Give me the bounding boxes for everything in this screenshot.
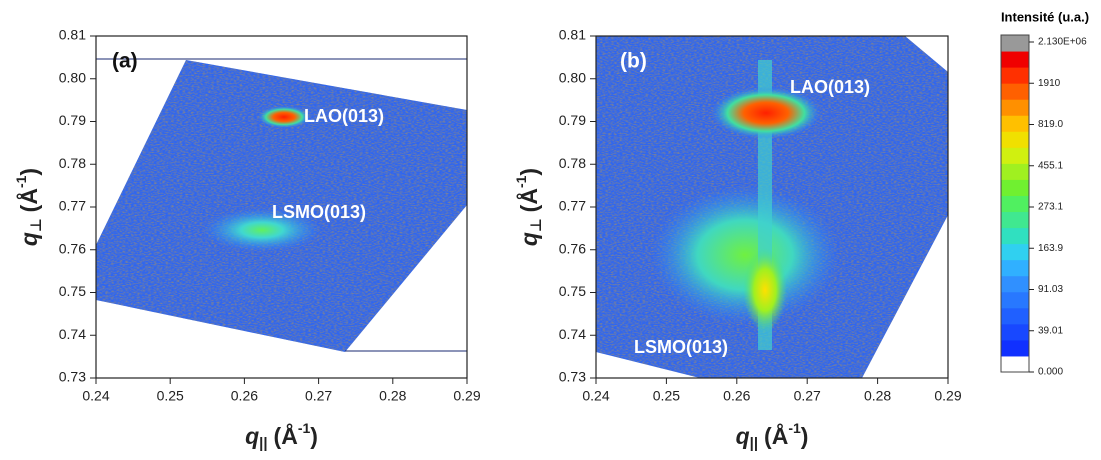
colorbar-band <box>1001 291 1029 309</box>
colorbar-tick-label: 455.1 <box>1038 160 1063 171</box>
x-tick-label: 0.24 <box>582 388 609 404</box>
colorbar-frame <box>1000 34 1030 373</box>
x-axis-title: q|| (Å-1) <box>245 420 318 452</box>
y-tick-label: 0.79 <box>59 112 86 128</box>
x-tick-label: 0.27 <box>305 388 332 404</box>
axis-title-part: ) <box>16 168 42 176</box>
colorbar-band <box>1001 275 1029 293</box>
x-axis-title: q|| (Å-1) <box>736 420 809 452</box>
y-tick-label: 0.74 <box>59 326 86 342</box>
y-tick-label: 0.75 <box>59 283 86 299</box>
axis-title-part: -1 <box>513 175 529 188</box>
colorbar-tick-label: 163.9 <box>1038 243 1063 254</box>
axis-title-part: ) <box>310 423 318 449</box>
y-tick-label: 0.78 <box>559 155 586 171</box>
colorbar-tick-label: 91.03 <box>1038 284 1063 295</box>
colorbar-band <box>1001 323 1029 341</box>
x-tick-label: 0.26 <box>231 388 258 404</box>
y-tick-label: 0.74 <box>559 326 586 342</box>
axis-title-part: (Å <box>274 422 298 449</box>
colorbar-title: Intensité (u.a.) <box>1001 9 1089 24</box>
axis-title-part: ) <box>801 423 809 449</box>
colorbar-band <box>1001 259 1029 277</box>
colorbar-band <box>1001 67 1029 84</box>
panel-a-map <box>96 58 467 352</box>
panel-b-map <box>596 36 948 378</box>
x-tick-label: 0.25 <box>157 388 184 404</box>
y-tick-label: 0.76 <box>559 240 586 256</box>
x-tick-label: 0.25 <box>653 388 680 404</box>
colorbar-tick-label: 2.130E+06 <box>1038 37 1087 48</box>
colorbar-band <box>1001 115 1029 132</box>
colorbar-band <box>1001 355 1029 373</box>
x-tick-label: 0.28 <box>864 388 891 404</box>
colorbar-tick-label: 0.000 <box>1038 367 1063 378</box>
colorbar-band <box>1001 83 1029 100</box>
y-tick-label: 0.79 <box>559 112 586 128</box>
x-tick-label: 0.26 <box>723 388 750 404</box>
axis-title-part: || <box>750 435 758 452</box>
colorbar-tick-label: 1910 <box>1038 78 1061 89</box>
colorbar-tick-label: 39.01 <box>1038 325 1063 336</box>
axis-title-part: ⊥ <box>28 218 45 232</box>
x-tick-label: 0.29 <box>934 388 961 404</box>
y-tick-label: 0.81 <box>559 27 586 43</box>
axis-title-part: q <box>516 232 542 246</box>
annotation: LAO(013) <box>304 106 384 126</box>
axis-title-part: -1 <box>788 420 801 436</box>
y-tick-label: 0.73 <box>559 369 586 385</box>
y-tick-label: 0.75 <box>559 283 586 299</box>
y-tick-label: 0.77 <box>559 198 586 214</box>
axis-title-part: (Å <box>15 188 42 212</box>
colorbar-band <box>1001 99 1029 116</box>
y-axis-title: q⊥ (Å-1) <box>13 168 45 246</box>
axis-title-part: -1 <box>298 420 311 436</box>
axis-title-part: (Å <box>764 422 788 449</box>
annotation: LSMO(013) <box>634 337 728 357</box>
axis-title-part: q <box>245 423 259 449</box>
colorbar-band <box>1001 163 1029 180</box>
axis-title-part: || <box>259 435 267 452</box>
annotation: LAO(013) <box>790 77 870 97</box>
colorbar-band <box>1001 147 1029 164</box>
y-tick-label: 0.76 <box>59 240 86 256</box>
colorbar-band <box>1001 35 1029 52</box>
colorbar-band <box>1001 179 1029 196</box>
axis-title-part: (Å <box>515 188 542 212</box>
colorbar-tick-label: 273.1 <box>1038 202 1063 213</box>
y-tick-label: 0.78 <box>59 155 86 171</box>
y-tick-label: 0.80 <box>59 69 86 85</box>
x-tick-label: 0.27 <box>794 388 821 404</box>
colorbar-band <box>1001 227 1029 245</box>
x-tick-label: 0.29 <box>453 388 480 404</box>
colorbar-band <box>1001 195 1029 213</box>
colorbar-band <box>1001 339 1029 357</box>
axis-title-part: q <box>736 423 750 449</box>
x-tick-label: 0.24 <box>82 388 109 404</box>
colorbar-band <box>1001 243 1029 261</box>
y-tick-label: 0.77 <box>59 198 86 214</box>
axis-title-part: -1 <box>13 175 29 188</box>
axis-title-part: ⊥ <box>528 218 545 232</box>
panel-label: (b) <box>620 50 647 73</box>
axis-title-part: ) <box>516 168 542 176</box>
colorbar-band <box>1001 131 1029 148</box>
colorbar-band <box>1001 51 1029 68</box>
colorbar-tick-label: 819.0 <box>1038 119 1063 130</box>
x-tick-label: 0.28 <box>379 388 406 404</box>
colorbar-band <box>1001 211 1029 229</box>
axis-title-part: q <box>16 232 42 246</box>
y-tick-label: 0.80 <box>559 69 586 85</box>
annotation: LSMO(013) <box>272 202 366 222</box>
y-tick-label: 0.81 <box>59 27 86 43</box>
y-axis-title: q⊥ (Å-1) <box>513 168 545 246</box>
y-tick-label: 0.73 <box>59 369 86 385</box>
panel-label: (a) <box>112 50 138 73</box>
colorbar-band <box>1001 307 1029 325</box>
